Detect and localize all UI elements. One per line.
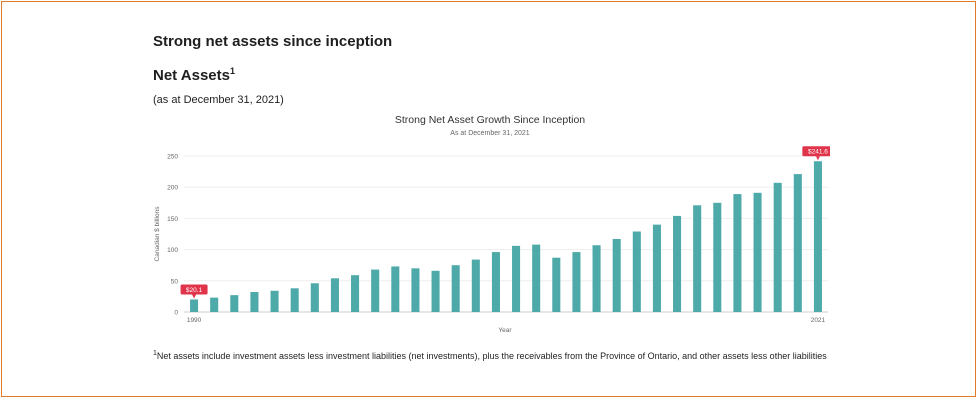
bar-2006[interactable] [512, 245, 521, 312]
bar-1998[interactable] [351, 275, 360, 312]
x-axis-label: Year [498, 327, 512, 334]
y-tick-label: 100 [167, 247, 178, 254]
bar-2010[interactable] [592, 245, 601, 312]
bar-2008[interactable] [552, 257, 561, 312]
bar-2014[interactable] [673, 215, 682, 312]
bar-2021[interactable] [813, 161, 822, 312]
footnote: 1Net assets include investment assets le… [153, 350, 827, 361]
bar-2020[interactable] [793, 174, 802, 312]
y-tick-label: 250 [167, 154, 178, 161]
chart-container: Strong Net Asset Growth Since Inception … [150, 108, 834, 338]
bar-2002[interactable] [431, 270, 440, 312]
section-heading: Strong net assets since inception [153, 33, 393, 50]
net-assets-title: Net Assets1 [153, 66, 235, 84]
bar-2013[interactable] [652, 224, 661, 312]
bar-2003[interactable] [451, 265, 460, 312]
y-tick-label: 200 [167, 185, 178, 192]
callout-label: $241.6 [808, 149, 828, 156]
bar-2012[interactable] [632, 231, 641, 312]
bar-1996[interactable] [310, 283, 319, 312]
bar-1994[interactable] [270, 290, 279, 312]
bar-2018[interactable] [753, 192, 762, 312]
bar-1992[interactable] [230, 295, 239, 312]
y-tick-label: 150 [167, 216, 178, 223]
callout-1990: $20.1 [180, 284, 208, 299]
bar-2015[interactable] [693, 205, 702, 312]
callout-2021: $241.6 [802, 146, 834, 161]
bar-2011[interactable] [612, 238, 621, 312]
callout-label: $20.1 [186, 287, 203, 294]
bar-1993[interactable] [250, 292, 259, 312]
bar-2004[interactable] [471, 259, 480, 312]
net-assets-bar-chart: Strong Net Asset Growth Since Inception … [154, 114, 834, 334]
chart-subtitle: As at December 31, 2021 [450, 130, 529, 137]
bar-1995[interactable] [290, 288, 299, 312]
x-tick-label: 1990 [187, 317, 202, 324]
y-axis-label: Canadian $ billions [154, 206, 161, 262]
bar-1991[interactable] [210, 297, 219, 312]
bar-2000[interactable] [391, 266, 400, 312]
bar-2017[interactable] [733, 194, 742, 312]
x-tick-label: 2021 [811, 317, 826, 324]
footnote-text: Net assets include investment assets les… [156, 351, 827, 361]
bar-1990[interactable] [190, 299, 199, 312]
bar-1997[interactable] [330, 278, 339, 312]
net-assets-footnote-mark: 1 [229, 66, 235, 76]
bar-2019[interactable] [773, 182, 782, 312]
footnote-mark: 1 [153, 350, 157, 357]
bar-2007[interactable] [532, 244, 541, 312]
bar-2009[interactable] [572, 252, 581, 312]
bar-2001[interactable] [411, 268, 420, 312]
y-tick-label: 50 [171, 278, 179, 285]
y-tick-label: 0 [174, 310, 178, 317]
bar-1999[interactable] [371, 269, 380, 312]
net-assets-title-text: Net Assets [153, 67, 230, 84]
bar-2016[interactable] [713, 202, 722, 312]
chart-title: Strong Net Asset Growth Since Inception [395, 114, 585, 126]
bar-2005[interactable] [491, 252, 500, 312]
as-at-date: (as at December 31, 2021) [153, 94, 284, 106]
